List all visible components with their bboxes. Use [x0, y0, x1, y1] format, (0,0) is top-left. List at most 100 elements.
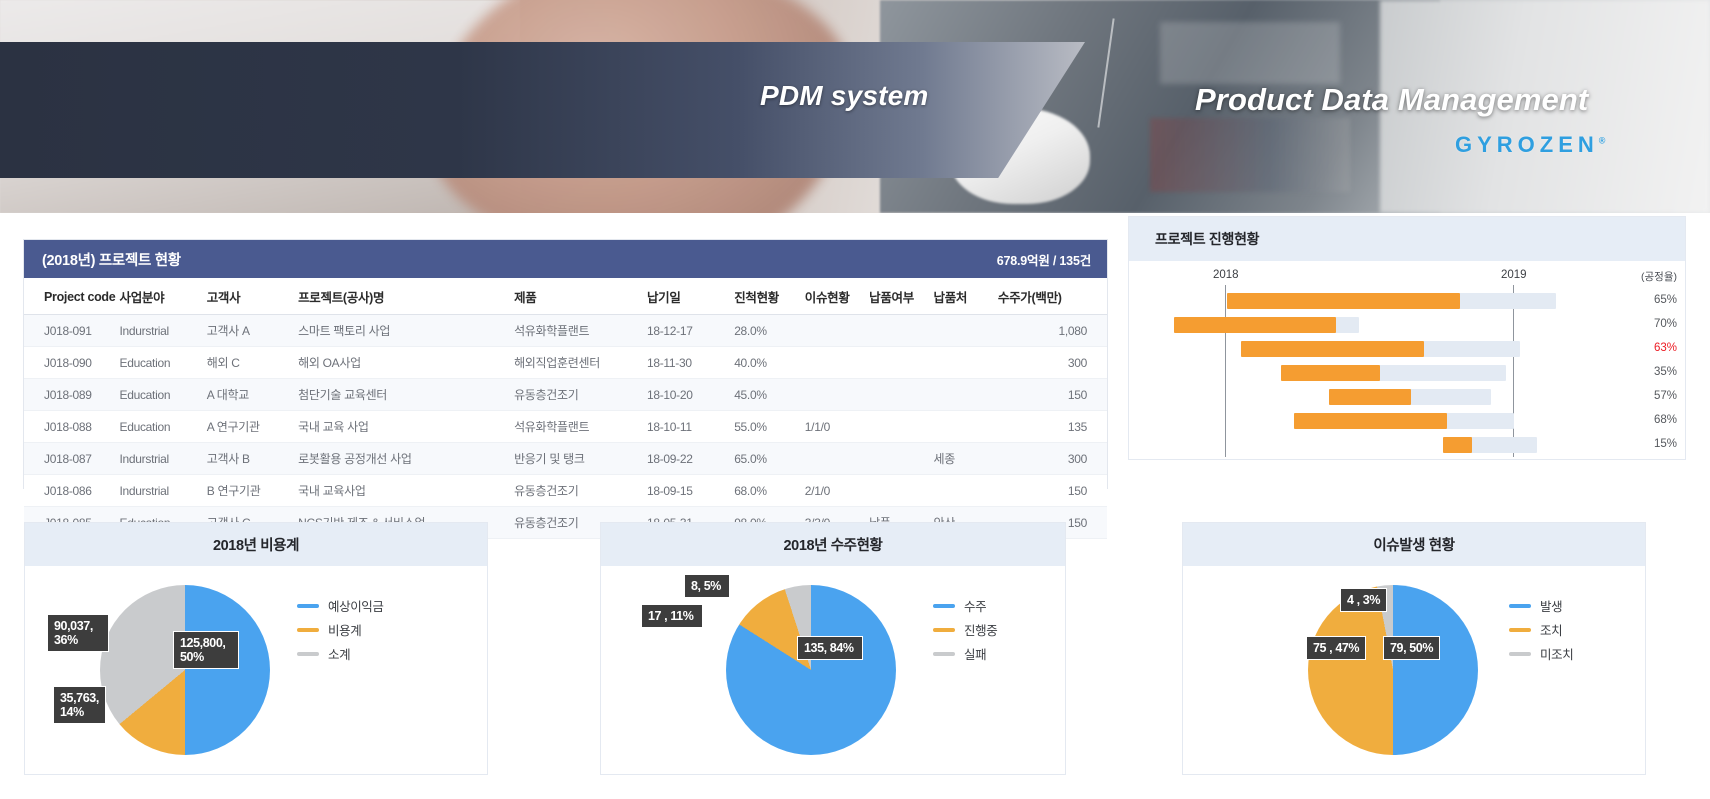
gantt-progress-bar[interactable]	[1241, 341, 1424, 357]
table-row[interactable]: J018-091 Indurstrial 고객사 A 스마트 팩토리 사업 석유화학플랜…	[24, 314, 1107, 347]
pie-legend-swatch-icon	[933, 651, 955, 656]
project-table-head: Project code 사업분야 고객사 프로젝트(공사)명 제품 납기일 진…	[24, 278, 1107, 315]
cell-client: 고객사 A	[206, 314, 299, 347]
pie-legend-swatch-icon	[297, 603, 319, 608]
order-pie-title: 2018년 수주현황	[783, 538, 883, 554]
hero-title-subtitle: Product Data Management	[1195, 82, 1589, 117]
cell-project-name: 해외 OA사업	[298, 346, 515, 379]
gantt-progress-bar[interactable]	[1329, 389, 1412, 405]
gantt-chart: 2018 2019 (공정율) 65% 70% 63% 35% 57% 68% 15%	[1129, 261, 1685, 461]
gyrozen-logo: GYROZEN®	[1455, 132, 1606, 157]
gantt-panel-header: 프로젝트 진행현황	[1129, 217, 1685, 261]
pie-legend-item[interactable]: 소계	[297, 644, 384, 663]
pie-legend-label: 미조치	[1540, 648, 1574, 662]
pie-legend-label: 발생	[1540, 600, 1563, 614]
pie-legend-item[interactable]: 조치	[1509, 620, 1573, 639]
cell-product: 유동층건조기	[514, 378, 647, 411]
pie-legend-item[interactable]: 수주	[933, 596, 997, 615]
cell-client: B 연구기관	[206, 474, 299, 507]
hero-title-main: PDM system	[760, 80, 929, 111]
table-row[interactable]: J018-088 Education A 연구기관 국내 교육 사업 석유화학플랜트 18…	[24, 410, 1107, 443]
gantt-progress-value: 65%	[1653, 294, 1677, 306]
gantt-progress-bar[interactable]	[1281, 365, 1380, 381]
cell-progress: 40.0%	[734, 346, 805, 379]
gantt-progress-bar[interactable]	[1293, 413, 1447, 429]
cell-project-name: 국내 교육사업	[298, 474, 515, 507]
cell-field: Education	[119, 410, 207, 443]
pie-slices[interactable]	[726, 585, 896, 755]
cell-progress: 45.0%	[734, 378, 805, 411]
cell-issue: 1/1/0	[804, 410, 870, 443]
cell-product: 유동층건조기	[514, 474, 647, 507]
cell-issue	[804, 314, 870, 347]
hero-overlay-bar	[0, 42, 1085, 178]
cell-product: 반응기 및 탱크	[514, 442, 647, 475]
pie-legend-swatch-icon	[297, 627, 319, 632]
gantt-progress-value: 70%	[1653, 318, 1677, 330]
cell-product: 석유화학플랜트	[514, 410, 647, 443]
cell-due-date: 18-10-20	[646, 378, 735, 411]
cell-client: A 대학교	[206, 378, 299, 411]
pie-legend-item[interactable]: 진행중	[933, 620, 998, 639]
pie-legend-item[interactable]: 실패	[933, 644, 997, 663]
gantt-progress-value: 15%	[1653, 438, 1677, 450]
project-panel-summary: 678.9억원 / 135건	[996, 253, 1091, 268]
pie-legend-item[interactable]: 예상이익금	[297, 596, 384, 615]
pie-legend-label: 소계	[328, 648, 351, 662]
cost-pie-header: 2018년 비용계	[25, 523, 487, 566]
cell-progress: 28.0%	[734, 314, 805, 347]
column-header-issue: 이슈현황	[804, 278, 870, 315]
project-panel-title: (2018년) 프로젝트 현황	[42, 252, 181, 269]
cell-issue	[804, 346, 870, 379]
cell-field: Indurstrial	[119, 442, 207, 475]
gantt-axis-label-2019: 2019	[1501, 269, 1527, 281]
cell-due-date: 18-11-30	[646, 346, 735, 379]
pie-legend-swatch-icon	[933, 603, 955, 608]
gantt-axis-label-2018: 2018	[1213, 269, 1239, 281]
table-row[interactable]: J018-090 Education 해외 C 해외 OA사업 해외직업훈련센터 18-1…	[24, 346, 1107, 379]
gantt-progress-bar[interactable]	[1174, 317, 1336, 333]
cell-issue	[804, 378, 870, 411]
table-row[interactable]: J018-086 Indurstrial B 연구기관 국내 교육사업 유동층건조기 18…	[24, 474, 1107, 507]
column-header-client: 고객사	[206, 278, 299, 315]
hero-tablet-screen-bottom	[1150, 118, 1350, 192]
pie-legend-swatch-icon	[297, 651, 319, 656]
gantt-progress-bar[interactable]	[1226, 293, 1460, 309]
cell-delivered	[869, 378, 934, 411]
pie-slices[interactable]	[1308, 585, 1478, 755]
project-status-panel: (2018년) 프로젝트 현황 678.9억원 / 135건 Project c…	[24, 240, 1107, 539]
pie-legend-item[interactable]: 발생	[1509, 596, 1573, 615]
project-table: Project code 사업분야 고객사 프로젝트(공사)명 제품 납기일 진…	[24, 278, 1107, 539]
gantt-progress-bar[interactable]	[1442, 437, 1473, 453]
cell-project-code: J018-088	[24, 410, 120, 443]
cell-issue	[804, 442, 870, 475]
project-panel-header: (2018년) 프로젝트 현황 678.9억원 / 135건	[24, 240, 1107, 278]
issue-pie-title: 이슈발생 현황	[1373, 538, 1455, 554]
issue-pie-panel: 이슈발생 현황 79, 50% 75 , 47% 4 , 3% 발생 조치 미조치	[1182, 522, 1646, 775]
hero-background-right	[1380, 0, 1710, 213]
project-table-body: J018-091 Indurstrial 고객사 A 스마트 팩토리 사업 석유화학플랜…	[24, 314, 1107, 539]
pie-data-label: 125,800, 50%	[173, 631, 239, 669]
cell-project-code: J018-090	[24, 346, 120, 379]
cell-destination: 세종	[933, 442, 998, 475]
cost-pie-title: 2018년 비용계	[212, 538, 300, 554]
column-header-field: 사업분야	[119, 278, 207, 315]
cell-destination	[933, 410, 998, 443]
pie-legend-swatch-icon	[1509, 603, 1531, 608]
pie-slices[interactable]	[100, 585, 270, 755]
pie-legend-label: 조치	[1540, 624, 1563, 638]
table-row[interactable]: J018-089 Education A 대학교 첨단기술 교육센터 유동층건조기 18-…	[24, 378, 1107, 411]
hero-banner: PDM system Product Data Management GYROZ…	[0, 0, 1710, 213]
cell-project-code: J018-086	[24, 474, 120, 507]
cell-delivered	[869, 474, 934, 507]
pie-legend-swatch-icon	[1509, 651, 1531, 656]
cell-project-code: J018-087	[24, 442, 120, 475]
table-row[interactable]: J018-087 Indurstrial 고객사 B 로봇활용 공정개선 사업 반응기 …	[24, 442, 1107, 475]
pie-data-label: 35,763, 14%	[53, 686, 106, 724]
cell-order-price: 150	[997, 474, 1107, 507]
column-header-destination: 납품처	[933, 278, 998, 315]
pie-legend-item[interactable]: 미조치	[1509, 644, 1574, 663]
pie-legend-item[interactable]: 비용계	[297, 620, 384, 639]
